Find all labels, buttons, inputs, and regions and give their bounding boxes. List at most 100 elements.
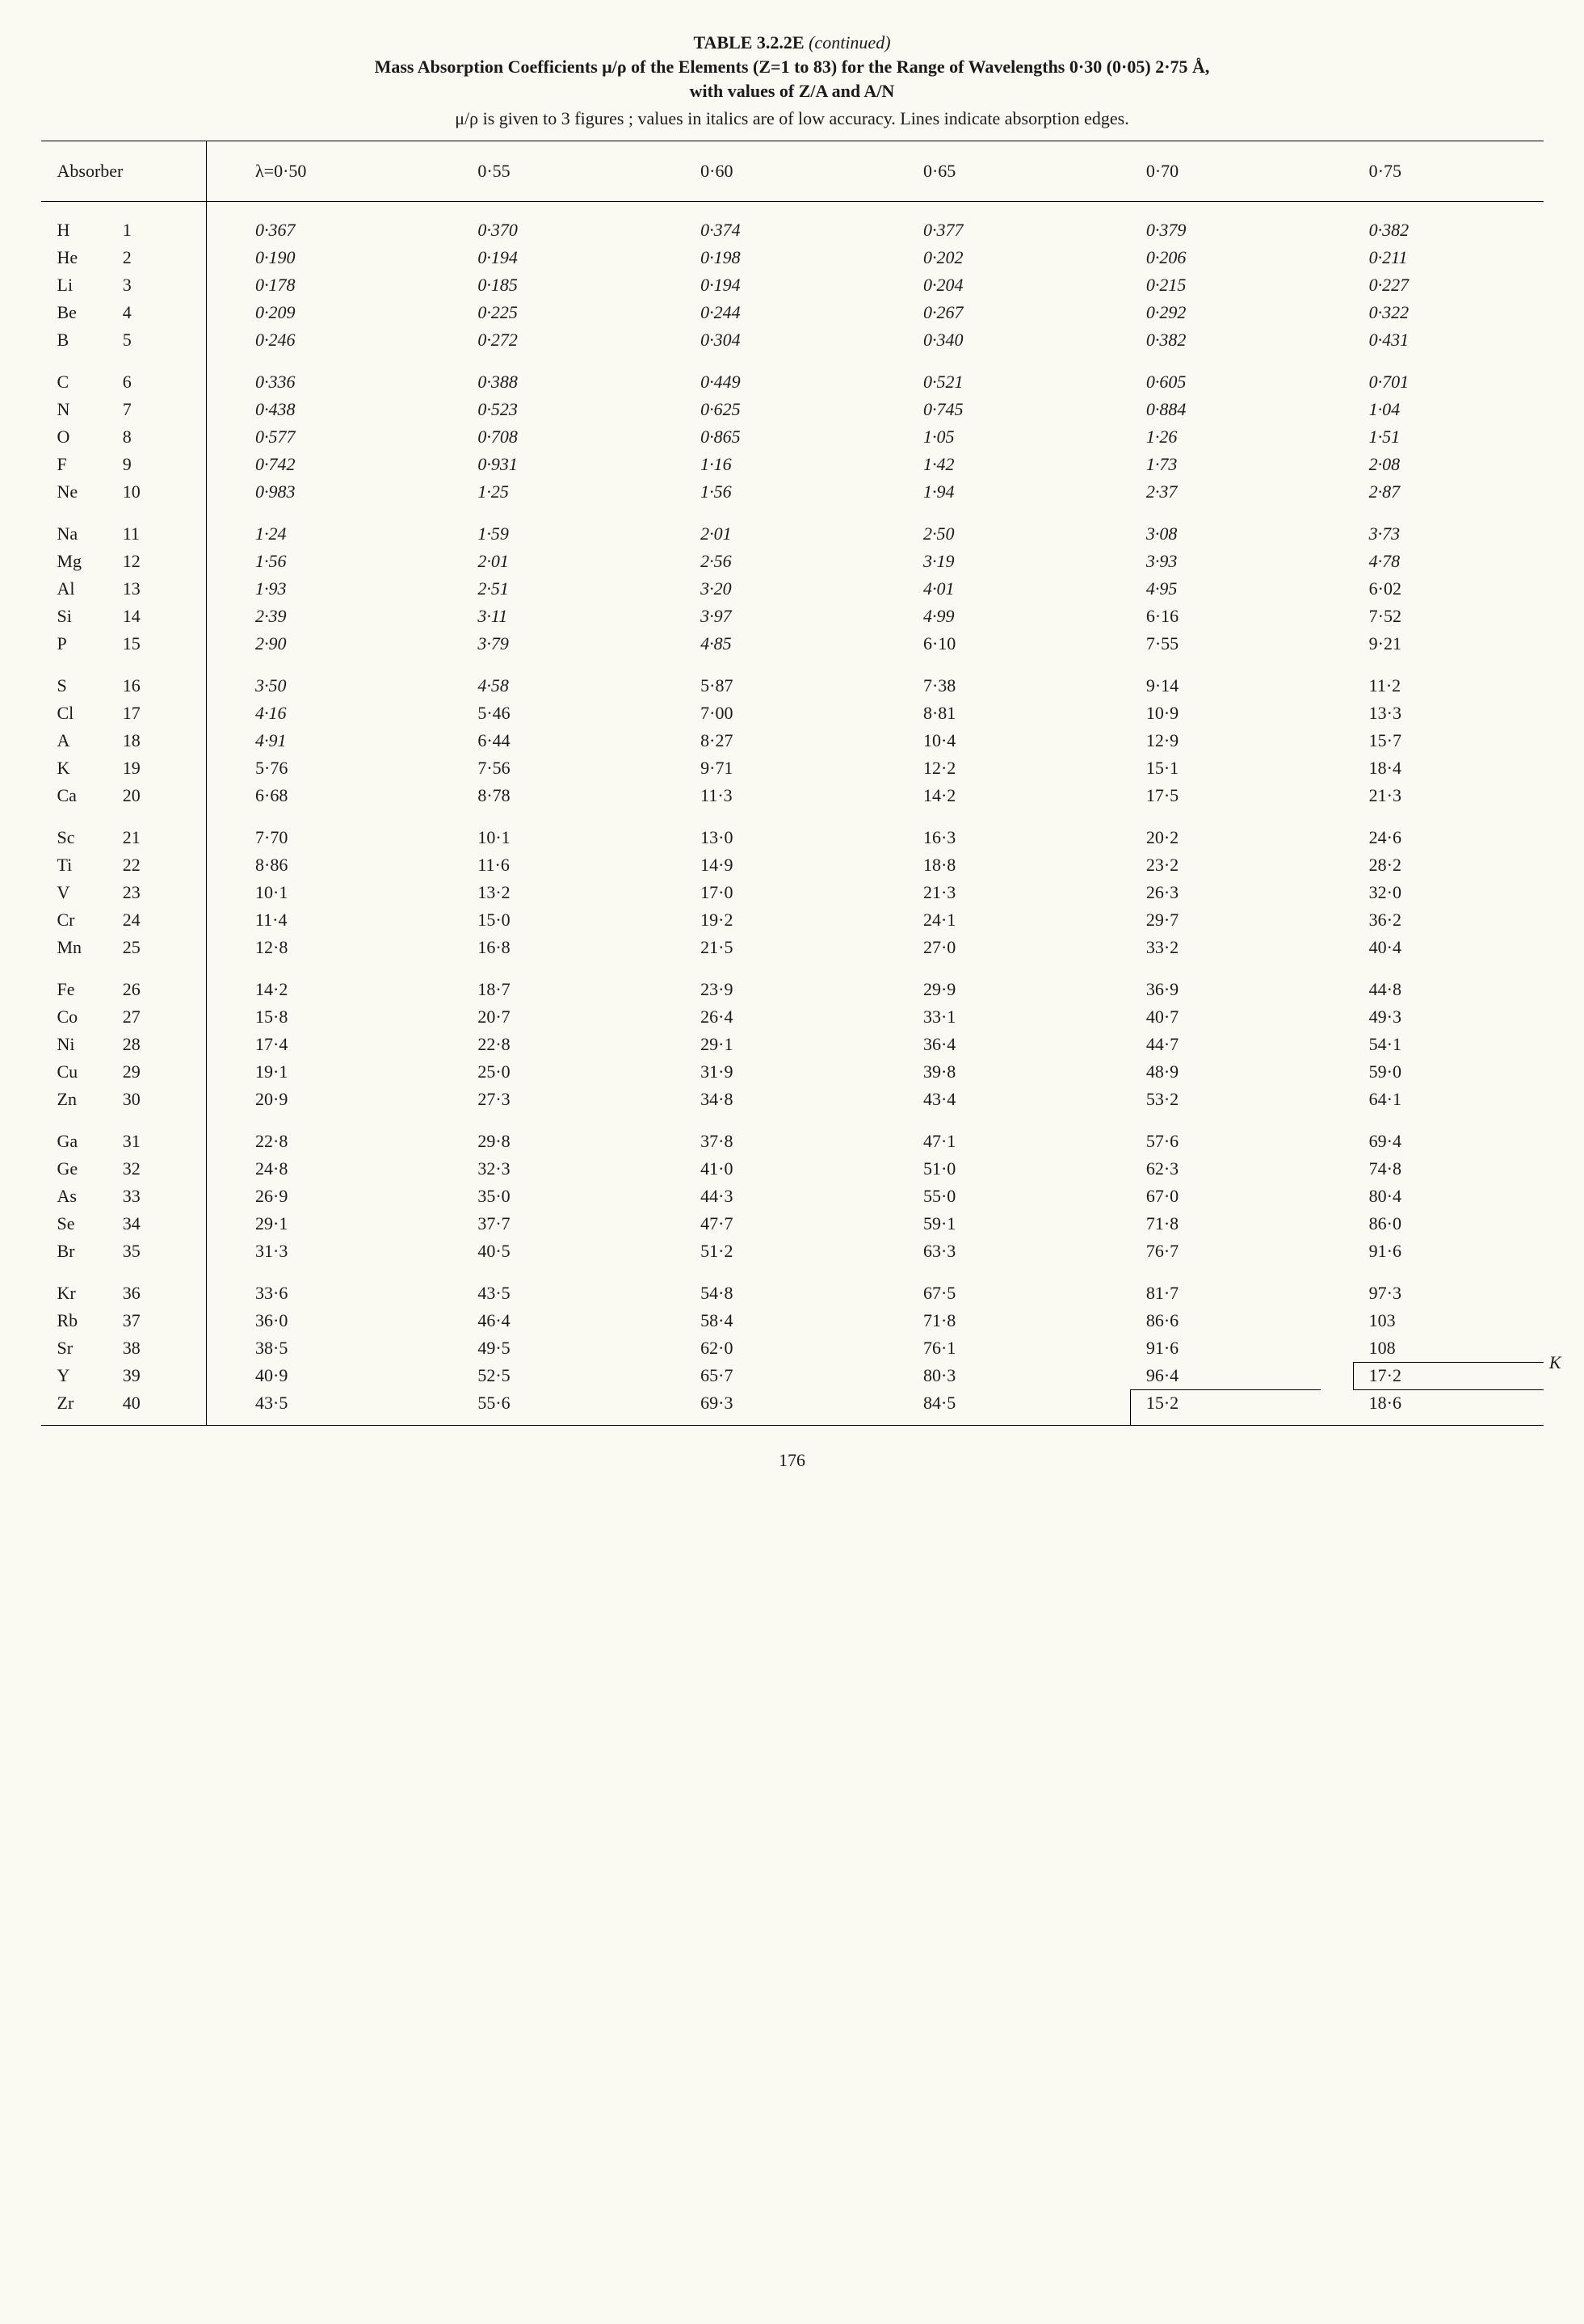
element-symbol: S — [41, 658, 116, 700]
table-row: Y3940·952·565·780·396·417·2K — [41, 1362, 1544, 1389]
col-065: 0·65 — [875, 141, 1098, 202]
element-symbol: Zr — [41, 1389, 116, 1426]
mu-rho-value: 11·4 — [207, 906, 430, 934]
mu-rho-value: 0·884 — [1098, 396, 1321, 423]
mu-rho-value: 16·8 — [429, 934, 652, 961]
table-row: K195·767·569·7112·215·118·4 — [41, 754, 1544, 782]
element-symbol: Sr — [41, 1334, 116, 1362]
mu-rho-value: 26·4 — [652, 1003, 875, 1031]
atomic-number: 14 — [116, 603, 207, 630]
element-symbol: As — [41, 1183, 116, 1210]
mu-rho-value: 52·5 — [429, 1362, 652, 1389]
atomic-number: 10 — [116, 478, 207, 506]
mu-rho-value: 43·4 — [875, 1086, 1098, 1113]
mu-rho-value: 7·55 — [1098, 630, 1321, 658]
table-label: TABLE 3.2.2E — [693, 32, 804, 53]
mu-rho-value: 0·204 — [875, 271, 1098, 299]
mu-rho-value: 53·2 — [1098, 1086, 1321, 1113]
mu-rho-value: 29·1 — [207, 1210, 430, 1238]
atomic-number: 36 — [116, 1265, 207, 1307]
table-row: C60·3360·3880·4490·5210·6050·701 — [41, 354, 1544, 396]
atomic-number: 31 — [116, 1113, 207, 1155]
mu-rho-value: 0·382 — [1098, 326, 1321, 354]
element-symbol: K — [41, 754, 116, 782]
mu-rho-value: 0·431 — [1321, 326, 1544, 354]
mu-rho-value: 4·58 — [429, 658, 652, 700]
element-symbol: Fe — [41, 961, 116, 1003]
table-row: Si142·393·113·974·996·167·52 — [41, 603, 1544, 630]
mu-rho-value: 15·0 — [429, 906, 652, 934]
mu-rho-value: 3·20 — [652, 575, 875, 603]
mu-rho-value: 24·1 — [875, 906, 1098, 934]
mu-rho-value: 11·2 — [1321, 658, 1544, 700]
mu-rho-value: 9·71 — [652, 754, 875, 782]
mu-rho-value: 0·931 — [429, 451, 652, 478]
page-number: 176 — [41, 1450, 1544, 1471]
mu-rho-value: 0·438 — [207, 396, 430, 423]
mu-rho-value: 71·8 — [1098, 1210, 1321, 1238]
mu-rho-value: 0·865 — [652, 423, 875, 451]
mu-rho-value: 2·51 — [429, 575, 652, 603]
mu-rho-value: 0·388 — [429, 354, 652, 396]
mu-rho-value: 86·6 — [1098, 1307, 1321, 1334]
element-symbol: Ga — [41, 1113, 116, 1155]
mu-rho-value: 13·2 — [429, 879, 652, 906]
mu-rho-value: 21·3 — [875, 879, 1098, 906]
mu-rho-value: 1·56 — [207, 548, 430, 575]
mu-rho-value: 0·708 — [429, 423, 652, 451]
mu-rho-value: 16·3 — [875, 809, 1098, 851]
mu-rho-value: 44·7 — [1098, 1031, 1321, 1058]
mu-rho-value: 6·16 — [1098, 603, 1321, 630]
element-symbol: Cu — [41, 1058, 116, 1086]
table-row: S163·504·585·877·389·1411·2 — [41, 658, 1544, 700]
atomic-number: 39 — [116, 1362, 207, 1389]
table-row: Co2715·820·726·433·140·749·3 — [41, 1003, 1544, 1031]
mu-rho-value: 0·523 — [429, 396, 652, 423]
mu-rho-value: 13·3 — [1321, 700, 1544, 727]
mu-rho-value: 0·292 — [1098, 299, 1321, 326]
atomic-number: 6 — [116, 354, 207, 396]
mu-rho-value: 2·39 — [207, 603, 430, 630]
table-row: Na111·241·592·012·503·083·73 — [41, 506, 1544, 548]
mu-rho-value: 0·246 — [207, 326, 430, 354]
mu-rho-value: 10·1 — [429, 809, 652, 851]
atomic-number: 28 — [116, 1031, 207, 1058]
mu-rho-value: 17·5 — [1098, 782, 1321, 809]
mu-rho-value: 18·4 — [1321, 754, 1544, 782]
mu-rho-value: 27·3 — [429, 1086, 652, 1113]
mu-rho-value: 0·374 — [652, 202, 875, 245]
table-row: Sc217·7010·113·016·320·224·6 — [41, 809, 1544, 851]
mu-rho-value: 37·8 — [652, 1113, 875, 1155]
element-symbol: H — [41, 202, 116, 245]
element-symbol: Zn — [41, 1086, 116, 1113]
mu-rho-value: 31·3 — [207, 1238, 430, 1265]
atomic-number: 21 — [116, 809, 207, 851]
mu-rho-value: 41·0 — [652, 1155, 875, 1183]
mu-rho-value: 37·7 — [429, 1210, 652, 1238]
atomic-number: 34 — [116, 1210, 207, 1238]
element-symbol: Mn — [41, 934, 116, 961]
mu-rho-value: 1·59 — [429, 506, 652, 548]
mu-rho-value: 0·367 — [207, 202, 430, 245]
mu-rho-value: 49·5 — [429, 1334, 652, 1362]
mu-rho-value: 64·1 — [1321, 1086, 1544, 1113]
mu-rho-value: 69·4 — [1321, 1113, 1544, 1155]
atomic-number: 29 — [116, 1058, 207, 1086]
table-row: F90·7420·9311·161·421·732·08 — [41, 451, 1544, 478]
mu-rho-value: 4·91 — [207, 727, 430, 754]
atomic-number: 27 — [116, 1003, 207, 1031]
col-070: 0·70 — [1098, 141, 1321, 202]
atomic-number: 32 — [116, 1155, 207, 1183]
mu-rho-value: 24·8 — [207, 1155, 430, 1183]
mu-rho-value: 11·3 — [652, 782, 875, 809]
atomic-number: 37 — [116, 1307, 207, 1334]
table-row: Mn2512·816·821·527·033·240·4 — [41, 934, 1544, 961]
element-symbol: Ni — [41, 1031, 116, 1058]
mu-rho-value: 20·7 — [429, 1003, 652, 1031]
col-075: 0·75 — [1321, 141, 1544, 202]
element-symbol: Al — [41, 575, 116, 603]
mu-rho-value: 31·9 — [652, 1058, 875, 1086]
mu-rho-value: 3·19 — [875, 548, 1098, 575]
atomic-number: 16 — [116, 658, 207, 700]
table-row: Ni2817·422·829·136·444·754·1 — [41, 1031, 1544, 1058]
